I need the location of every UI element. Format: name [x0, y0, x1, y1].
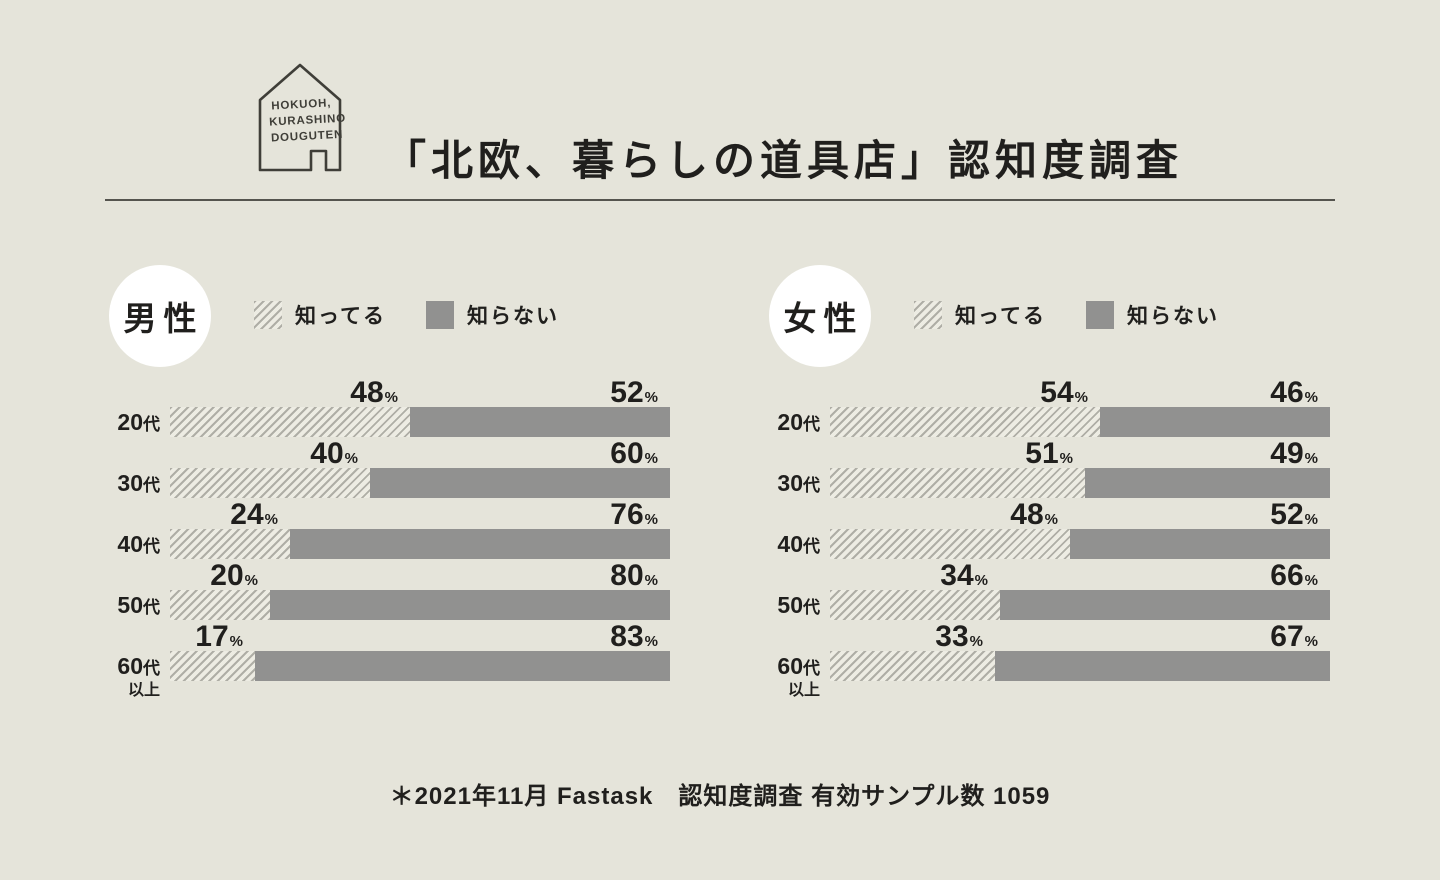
- bar-dontknow-segment: [270, 590, 670, 620]
- legend-female: 知ってる 知らない: [914, 300, 1219, 330]
- bar-dontknow-segment: [1085, 468, 1330, 498]
- dontknow-value-label: 83%: [610, 620, 658, 654]
- age-label: 60代 以上: [117, 653, 160, 699]
- bar-dontknow-segment: [1000, 590, 1330, 620]
- bar-dontknow-segment: [370, 468, 670, 498]
- age-label: 40代: [117, 531, 160, 557]
- bar-know-segment: [170, 651, 255, 681]
- age-label: 20代: [777, 409, 820, 435]
- chart-row: 60代 以上 33% 67%: [777, 620, 1330, 699]
- legend-know-label: 知ってる: [955, 305, 1046, 328]
- legend-dontknow-label: 知らない: [466, 305, 559, 328]
- bar-track: [830, 651, 1330, 681]
- legend-dontknow-swatch: [425, 301, 454, 329]
- dontknow-value-label: 67%: [1270, 620, 1318, 654]
- bar-track: [170, 651, 670, 681]
- legend-know-label: 知ってる: [295, 305, 386, 328]
- bar-rows-female: 20代 54% 46% 30代 51% 49% 40代 48% 52% 50代 34% 66% 60代以…: [777, 376, 1330, 699]
- chart-row: 20代 48% 52%: [117, 376, 670, 442]
- age-label: 30代: [777, 470, 820, 496]
- bar-track: [170, 590, 670, 620]
- bar-know-segment: [830, 407, 1100, 437]
- bar-dontknow-segment: [255, 651, 670, 681]
- chart-row: 40代 24% 76%: [117, 498, 670, 564]
- house-logo-icon: HOKUOH, KURASHINO DOUGUTEN: [258, 63, 346, 172]
- logo-text-line3: DOUGUTEN: [271, 129, 344, 145]
- bar-know-segment: [170, 407, 410, 437]
- page-title: 「北欧、暮らしの道具店」認知度調査: [384, 137, 1184, 185]
- dontknow-value-label: 60%: [610, 437, 658, 471]
- bar-track: [830, 529, 1330, 559]
- chart-row: 50代 20% 80%: [117, 559, 670, 625]
- dontknow-value-label: 52%: [610, 376, 658, 410]
- header-divider: [105, 199, 1335, 201]
- age-label: 50代: [117, 592, 160, 618]
- group-label-male: 男性: [123, 300, 204, 337]
- bar-know-segment: [830, 468, 1085, 498]
- logo-text-line1: HOKUOH,: [271, 97, 331, 112]
- know-value-label: 33%: [935, 620, 983, 654]
- dontknow-value-label: 80%: [610, 559, 658, 593]
- know-value-label: 20%: [210, 559, 258, 593]
- bar-dontknow-segment: [995, 651, 1330, 681]
- bar-know-segment: [830, 529, 1070, 559]
- bar-dontknow-segment: [290, 529, 670, 559]
- bar-track: [170, 407, 670, 437]
- know-value-label: 40%: [310, 437, 358, 471]
- age-label: 30代: [117, 470, 160, 496]
- age-label: 60代 以上: [777, 653, 820, 699]
- bar-track: [170, 468, 670, 498]
- brand-logo: HOKUOH, KURASHINO DOUGUTEN: [252, 58, 348, 176]
- bar-know-segment: [170, 590, 270, 620]
- know-value-label: 34%: [940, 559, 988, 593]
- chart-row: 40代 48% 52%: [777, 498, 1330, 564]
- chart-row: 30代 51% 49%: [777, 437, 1330, 503]
- chart-row: 20代 54% 46%: [777, 376, 1330, 442]
- chart-row: 60代 以上 17% 83%: [117, 620, 670, 699]
- know-value-label: 48%: [1010, 498, 1058, 532]
- age-label: 40代: [777, 531, 820, 557]
- chart-row: 30代 40% 60%: [117, 437, 670, 503]
- logo-text-line2: KURASHINO: [269, 113, 346, 129]
- group-label-female: 女性: [783, 300, 864, 337]
- dontknow-value-label: 52%: [1270, 498, 1318, 532]
- chart-row: 50代 34% 66%: [777, 559, 1330, 625]
- bar-rows-male: 20代 48% 52% 30代 40% 60% 40代 24% 76% 50代 20% 80% 60代以…: [117, 376, 670, 699]
- legend-male: 知ってる 知らない: [254, 300, 559, 330]
- legend-know-swatch: [914, 301, 942, 329]
- bar-know-segment: [830, 651, 995, 681]
- know-value-label: 17%: [195, 620, 243, 654]
- bar-track: [170, 529, 670, 559]
- group-circle-male: 男性: [109, 265, 211, 367]
- bar-track: [830, 468, 1330, 498]
- bar-dontknow-segment: [1070, 529, 1330, 559]
- bar-dontknow-segment: [1100, 407, 1330, 437]
- legend-know-swatch: [254, 301, 282, 329]
- group-circle-female: 女性: [769, 265, 871, 367]
- bar-know-segment: [170, 529, 290, 559]
- bar-know-segment: [170, 468, 370, 498]
- dontknow-value-label: 49%: [1270, 437, 1318, 471]
- bar-track: [830, 590, 1330, 620]
- bar-track: [830, 407, 1330, 437]
- bar-dontknow-segment: [410, 407, 670, 437]
- source-footnote: ＊2021年11月 Fastask 認知度調査 有効サンプル数 1059: [389, 783, 1051, 810]
- dontknow-value-label: 46%: [1270, 376, 1318, 410]
- know-value-label: 24%: [230, 498, 278, 532]
- know-value-label: 48%: [350, 376, 398, 410]
- bar-know-segment: [830, 590, 1000, 620]
- dontknow-value-label: 66%: [1270, 559, 1318, 593]
- know-value-label: 54%: [1040, 376, 1088, 410]
- age-label: 50代: [777, 592, 820, 618]
- age-label: 20代: [117, 409, 160, 435]
- legend-dontknow-swatch: [1085, 301, 1114, 329]
- legend-dontknow-label: 知らない: [1126, 305, 1219, 328]
- dontknow-value-label: 76%: [610, 498, 658, 532]
- know-value-label: 51%: [1025, 437, 1073, 471]
